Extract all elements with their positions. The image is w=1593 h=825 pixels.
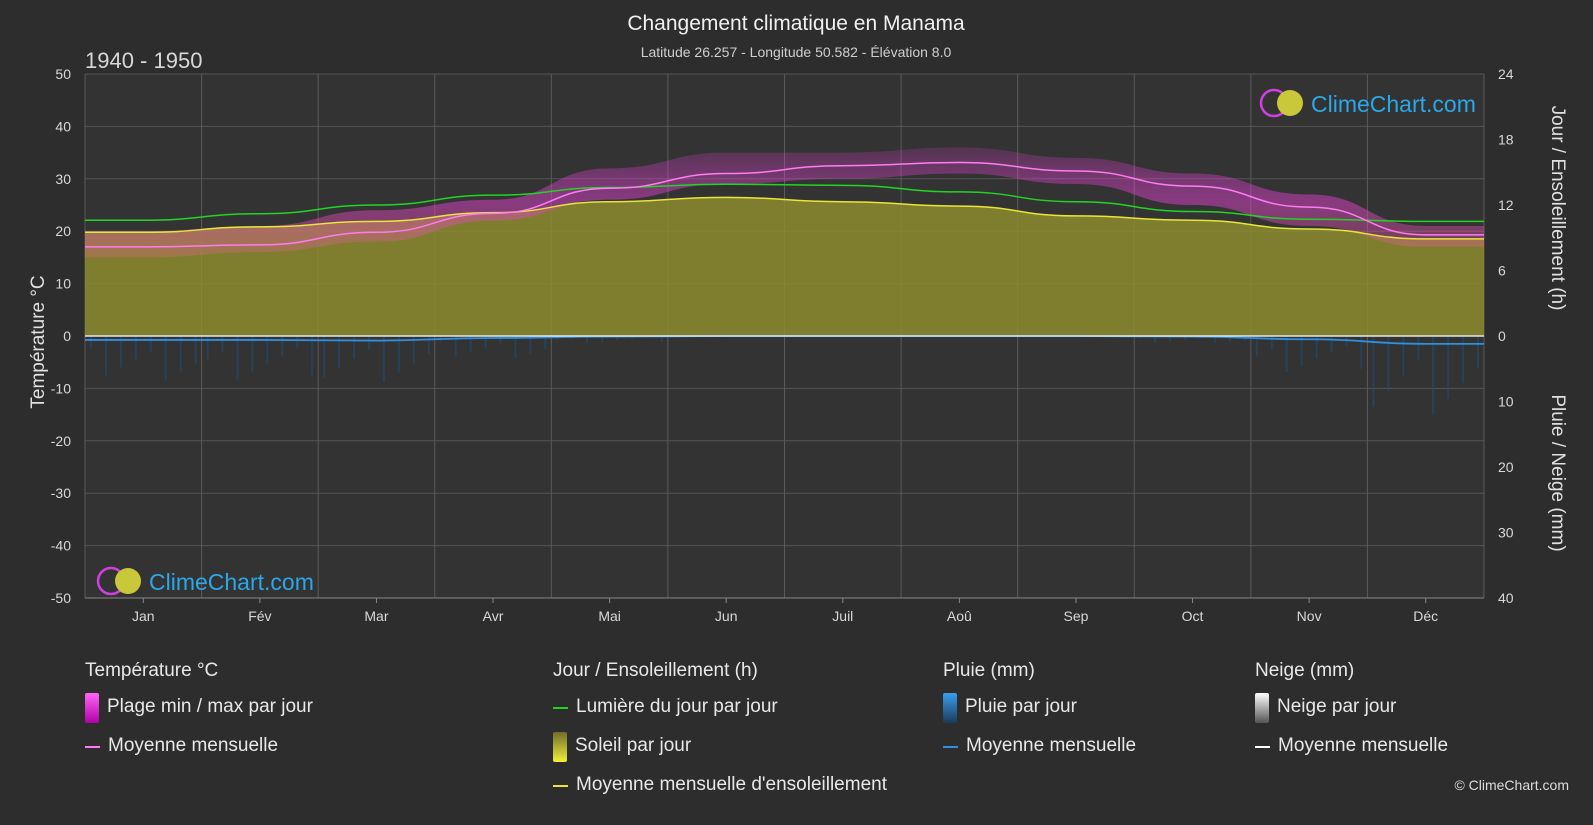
y-tick-label-right-sun: 24 [1498,66,1514,82]
rain-swatch [943,693,957,723]
legend-sun-title: Jour / Ensoleillement (h) [553,660,758,681]
y-tick-label-right-sun: 0 [1498,328,1506,344]
y-tick-label-left: -30 [51,485,71,501]
y-tick-label-right-rain: 30 [1498,525,1514,541]
legend-snow-daily-label: Neige par jour [1277,696,1397,717]
legend-rain: Pluie (mm) Pluie par jour Moyenne mensue… [943,660,1136,774]
y-tick-label-left: 10 [55,276,71,292]
legend-rain-daily: Pluie par jour [943,693,1136,735]
y-tick-label-left: 30 [55,171,71,187]
y-tick-label-left: 20 [55,223,71,239]
sun-area [85,197,1484,336]
y-tick-label-right-sun: 12 [1498,197,1514,213]
legend-sun-daily-label: Soleil par jour [575,735,692,756]
legend-daylight-label: Lumière du jour par jour [576,696,778,717]
x-tick-label: Mai [598,608,621,624]
y-tick-label-left: -40 [51,538,71,554]
brand-name-top: ClimeChart.com [1311,91,1476,117]
legend-sun-mean-label: Moyenne mensuelle d'ensoleillement [576,774,887,795]
legend-temp-range: Plage min / max par jour [85,693,313,735]
rain-mean-swatch [943,746,958,748]
y-tick-label-left: 0 [63,328,71,344]
snow-swatch [1255,693,1269,723]
legend-snow-daily: Neige par jour [1255,693,1448,735]
y-tick-label-left: 40 [55,118,71,134]
sun-mean-line [85,196,1484,240]
temp-range-band [85,147,1484,258]
temp-range-swatch [85,693,99,723]
brand-name-bottom: ClimeChart.com [149,569,314,595]
x-tick-label: Juil [832,608,853,624]
x-tick-label: Avr [483,608,504,624]
legend-snow-title: Neige (mm) [1255,660,1355,681]
legend-sun-daily: Soleil par jour [553,732,887,774]
x-tick-label: Déc [1413,608,1438,624]
legend-snow-mean: Moyenne mensuelle [1255,735,1448,774]
x-tick-label: Mar [364,608,388,624]
legend-temp-mean-label: Moyenne mensuelle [108,735,279,756]
legend-rain-mean-label: Moyenne mensuelle [966,735,1137,756]
x-tick-label: Oct [1182,608,1204,624]
y-tick-label-left: -10 [51,380,71,396]
daylight-line [85,183,1484,223]
legend-temp-range-label: Plage min / max par jour [107,696,313,717]
period-label: 1940 - 1950 [85,48,202,73]
y-tick-label-left: 50 [55,66,71,82]
right-axis-title-top: Jour / Ensoleillement (h) [1547,106,1568,311]
legend-temp-mean: Moyenne mensuelle [85,735,313,774]
right-axis-title-bottom: Pluie / Neige (mm) [1547,394,1568,551]
legend-temperature: Température °C Plage min / max par jour … [85,660,313,774]
x-tick-label: Sep [1063,608,1088,624]
y-tick-label-left: -20 [51,433,71,449]
copyright: © ClimeChart.com [1454,777,1569,793]
sun-swatch [553,732,567,762]
daylight-swatch [553,707,568,709]
y-tick-label-right-sun: 18 [1498,132,1514,148]
chart-subtitle: Latitude 26.257 - Longitude 50.582 - Élé… [641,44,952,60]
legend-sun-mean: Moyenne mensuelle d'ensoleillement [553,774,887,813]
temp-mean-swatch [85,746,100,748]
legend-temperature-title: Température °C [85,660,219,681]
legend-snow-mean-label: Moyenne mensuelle [1278,735,1449,756]
sun-mean-swatch [553,785,568,787]
x-tick-label: Jan [132,608,155,624]
legend-snow: Neige (mm) Neige par jour Moyenne mensue… [1255,660,1448,774]
legend-rain-daily-label: Pluie par jour [965,696,1077,717]
brand-logo-bottom: ClimeChart.com [96,566,314,596]
legend-sun: Jour / Ensoleillement (h) Lumière du jou… [553,660,887,813]
chart-title: Changement climatique en Manama [627,12,965,35]
y-tick-label-right-rain: 40 [1498,590,1514,606]
left-axis-title: Température °C [28,275,49,408]
x-tick-label: Nov [1297,608,1322,624]
x-tick-label: Aoû [947,608,972,624]
x-tick-label: Fév [248,608,271,624]
legend-daylight: Lumière du jour par jour [553,696,887,735]
legend-rain-title: Pluie (mm) [943,660,1035,681]
brand-logo-top: ClimeChart.com [1259,88,1476,118]
snow-mean-swatch [1255,746,1270,748]
y-tick-label-right-rain: 10 [1498,394,1514,410]
y-tick-label-right-rain: 20 [1498,459,1514,475]
temp-mean-line [85,161,1484,248]
legend-rain-mean: Moyenne mensuelle [943,735,1136,774]
y-tick-label-right-sun: 6 [1498,263,1506,279]
x-tick-label: Jun [715,608,738,624]
y-tick-label-left: -50 [51,590,71,606]
